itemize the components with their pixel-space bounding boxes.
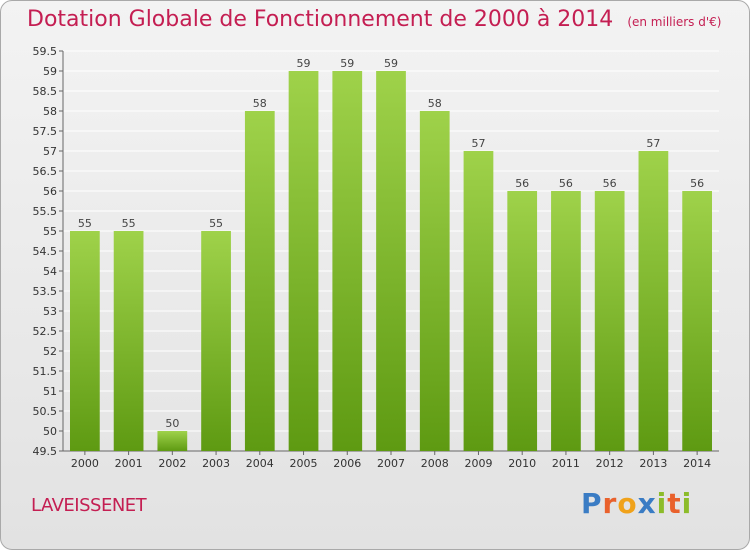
value-label: 58 (253, 97, 267, 110)
y-tick-label: 55.5 (33, 205, 58, 218)
bar-2013 (638, 151, 669, 451)
y-tick-label: 51.5 (33, 365, 58, 378)
logo-letter: P (581, 487, 603, 520)
x-tick-label: 2000 (71, 457, 99, 470)
x-tick-label: 2001 (115, 457, 143, 470)
logo-letter: x (637, 487, 657, 520)
x-tick-label: 2006 (333, 457, 361, 470)
proxiti-logo: Proxiti (581, 487, 692, 520)
bar-2001 (113, 231, 144, 451)
y-tick-label: 50.5 (33, 405, 58, 418)
x-tick-label: 2003 (202, 457, 230, 470)
y-tick-label: 54.5 (33, 245, 58, 258)
value-label: 55 (122, 217, 136, 230)
bar-2008 (419, 111, 450, 451)
value-label: 55 (78, 217, 92, 230)
x-tick-label: 2010 (508, 457, 536, 470)
y-tick-label: 53.5 (33, 285, 58, 298)
bar-2007 (376, 71, 406, 451)
bar-2014 (682, 191, 713, 451)
bar-2010 (507, 191, 538, 451)
y-tick-label: 50 (43, 425, 57, 438)
value-label: 59 (340, 57, 354, 70)
logo-letter: t (667, 487, 682, 520)
y-tick-label: 56.5 (33, 165, 58, 178)
logo-letter: i (656, 487, 668, 520)
value-label: 59 (384, 57, 398, 70)
title-text: Dotation Globale de Fonctionnement de 20… (27, 7, 614, 32)
value-label: 56 (603, 177, 617, 190)
y-tick-label: 59 (43, 65, 57, 78)
bar-2006 (332, 71, 363, 451)
commune-name: LAVEISSENET (31, 495, 147, 516)
value-label: 57 (471, 137, 485, 150)
bar-2012 (594, 191, 625, 451)
x-tick-label: 2005 (290, 457, 318, 470)
labels: 49.5 50 50.5 51 51.5 52 52.5 53 53.5 54 54.5 55 55.5… (33, 45, 712, 470)
y-tick-label: 52.5 (33, 325, 58, 338)
y-tick-label: 57 (43, 145, 57, 158)
logo-letter: r (602, 487, 618, 520)
y-tick-label: 58 (43, 105, 57, 118)
bar-2009 (463, 151, 494, 451)
y-tick-label: 54 (43, 265, 57, 278)
x-tick-label: 2011 (552, 457, 580, 470)
bar-2000 (69, 231, 100, 451)
y-tick-label: 59.5 (33, 45, 58, 58)
y-tick-label: 49.5 (33, 445, 58, 458)
y-tick-label: 52 (43, 345, 57, 358)
value-label: 56 (690, 177, 704, 190)
x-tick-label: 2004 (246, 457, 274, 470)
x-tick-label: 2014 (683, 457, 711, 470)
x-tick-label: 2009 (464, 457, 492, 470)
value-label: 55 (209, 217, 223, 230)
x-tick-label: 2008 (421, 457, 449, 470)
value-label: 58 (428, 97, 442, 110)
x-tick-label: 2012 (596, 457, 624, 470)
bar-2002 (157, 431, 188, 451)
y-tick-label: 56 (43, 185, 57, 198)
value-label: 59 (297, 57, 311, 70)
logo-letter: i (681, 487, 693, 520)
y-tick-label: 53 (43, 305, 57, 318)
y-tick-label: 58.5 (33, 85, 58, 98)
value-label: 56 (515, 177, 529, 190)
y-tick-label: 51 (43, 385, 57, 398)
y-tick-label: 57.5 (33, 125, 58, 138)
bar-2005 (288, 71, 319, 451)
bar-2011 (551, 191, 581, 451)
value-label: 56 (559, 177, 573, 190)
x-tick-label: 2002 (158, 457, 186, 470)
y-tick-label: 55 (43, 225, 57, 238)
bar-2003 (201, 231, 231, 451)
bars (69, 71, 713, 451)
value-label: 57 (646, 137, 660, 150)
unit-text: (en milliers d'€) (627, 15, 722, 29)
x-tick-label: 2007 (377, 457, 405, 470)
x-tick-label: 2013 (639, 457, 667, 470)
value-label: 50 (165, 417, 179, 430)
logo-letter: o (617, 487, 638, 520)
chart-title: Dotation Globale de Fonctionnement de 20… (27, 7, 721, 32)
bar-2004 (244, 111, 275, 451)
